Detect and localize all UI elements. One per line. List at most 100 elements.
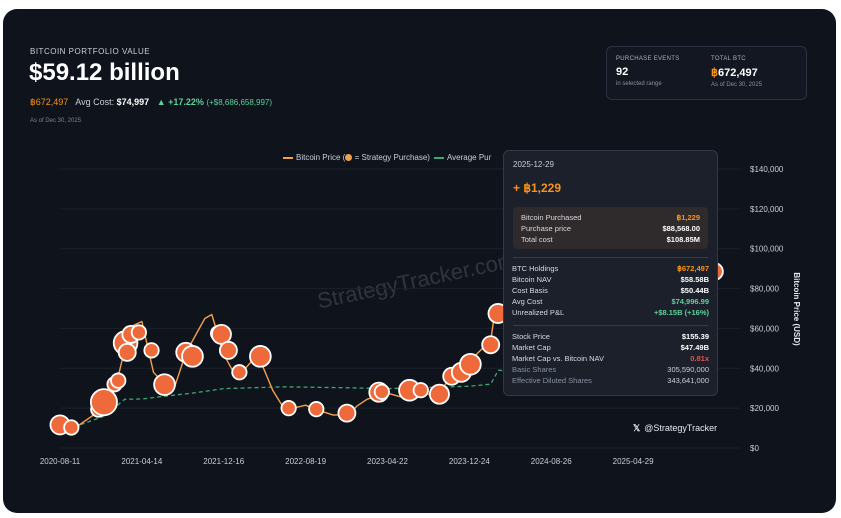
purchase-point	[428, 383, 450, 405]
tooltip-row: Basic Shares 305,590,000	[504, 365, 717, 375]
row-value: $50.44B	[680, 286, 709, 295]
purchase-point	[249, 345, 272, 368]
row-key: BTC Holdings	[512, 264, 559, 273]
row-value: $108.85M	[666, 235, 700, 244]
purchase-point	[373, 383, 390, 400]
y-tick-label: $120,000	[750, 205, 784, 214]
purchase-point	[153, 373, 176, 396]
row-value: 0.81x	[690, 354, 709, 363]
x-logo-icon: 𝕏	[633, 423, 641, 433]
change-pct: ▲ +17.22%	[156, 97, 204, 107]
row-key: Avg Cost	[512, 297, 543, 306]
purchase-point	[218, 340, 238, 360]
purchase-events-stat: PURCHASE EVENTS 92 in selected range	[616, 56, 680, 87]
x-tick-label: 2020-08-11	[40, 457, 81, 466]
tooltip-row: Cost Basis $50.44B	[504, 286, 717, 296]
row-value: $47.49B	[680, 343, 709, 352]
social-handle[interactable]: 𝕏 @StrategyTracker	[633, 423, 717, 434]
change-abs: (+$8,686,658,997)	[206, 98, 273, 107]
row-value: ฿1,229	[676, 213, 700, 222]
chart-legend: Bitcoin Price ( = Strategy Purchase) Aver…	[283, 153, 491, 162]
purchase-point	[337, 403, 357, 423]
legend-avg-swatch	[433, 156, 444, 159]
purchase-events-sub: in selected range	[616, 81, 662, 87]
btc-symbol: ฿	[711, 67, 718, 79]
tooltip-row: Market Cap vs. Bitcoin NAV 0.81x	[504, 354, 717, 364]
y-axis-label: Bitcoin Price (USD)	[792, 272, 801, 346]
row-value: $58.58B	[680, 275, 709, 284]
row-key: Market Cap vs. Bitcoin NAV	[512, 354, 604, 363]
x-tick-label: 2023-12-24	[449, 457, 490, 466]
purchase-point	[89, 388, 118, 417]
row-key: Basic Shares	[512, 365, 557, 374]
tooltip-row: Stock Price $155.39	[504, 332, 717, 342]
row-value: $88,568.00	[662, 224, 700, 233]
purchase-point	[130, 324, 147, 341]
row-key: Effective Diluted Shares	[512, 376, 592, 385]
tooltip-row: Bitcoin Purchased ฿1,229	[513, 213, 708, 223]
purchase-point	[481, 335, 501, 355]
x-tick-label: 2025-04-29	[613, 457, 654, 466]
avg-cost: $74,997	[116, 97, 150, 107]
chart-card: BITCOIN PORTFOLIO VALUE $59.12 billion ฿…	[3, 9, 836, 513]
stats-panel: PURCHASE EVENTS 92 in selected range TOT…	[606, 46, 807, 100]
row-value: +$8.15B (+16%)	[653, 308, 709, 317]
total-btc-stat: TOTAL BTC ฿672,497 As of Dec 30, 2025	[711, 56, 762, 88]
row-value: 305,590,000	[667, 365, 709, 374]
row-value: $74,996.99	[671, 297, 709, 306]
total-btc-label: TOTAL BTC	[711, 56, 746, 62]
row-key: Market Cap	[512, 343, 551, 352]
row-key: Purchase price	[521, 224, 572, 233]
tooltip-purchase-box: Bitcoin Purchased ฿1,229 Purchase price $8…	[513, 207, 708, 249]
legend-purchase-swatch	[345, 154, 353, 162]
total-btc-value: ฿672,497	[711, 66, 762, 79]
tooltip-row: Market Cap $47.49B	[504, 343, 717, 353]
purchase-point	[63, 419, 80, 436]
x-tick-label: 2023-04-22	[367, 457, 408, 466]
tooltip-row: Unrealized P&L +$8.15B (+16%)	[504, 308, 717, 318]
tooltip-date: 2025-12-29	[513, 160, 554, 169]
purchase-point	[459, 352, 482, 376]
legend-avg-label: Average Pur	[446, 153, 492, 162]
y-tick-label: $60,000	[750, 324, 779, 333]
tooltip-amount: + ฿1,229	[513, 181, 562, 195]
row-key: Stock Price	[512, 332, 550, 341]
legend-purchase-label: = Strategy Purchase)	[352, 153, 430, 162]
y-tick-label: $100,000	[750, 245, 784, 254]
row-value: $155.39	[681, 332, 709, 341]
purchase-point	[412, 382, 429, 399]
purchase-point	[210, 323, 232, 345]
legend-price-label: Bitcoin Price (	[296, 153, 346, 162]
btc-holdings: ฿672,497	[30, 97, 69, 107]
tooltip-divider	[513, 325, 708, 326]
tooltip-row: BTC Holdings ฿672,497	[504, 264, 717, 274]
x-tick-label: 2024-08-26	[531, 457, 572, 466]
row-value: 343,641,000	[667, 376, 709, 385]
portfolio-value-label: BITCOIN PORTFOLIO VALUE	[30, 47, 151, 56]
purchase-point	[280, 400, 297, 417]
y-tick-label: $0	[750, 444, 759, 453]
purchase-events-value: 92	[616, 66, 629, 78]
avg-cost-label: Avg Cost:	[75, 97, 115, 107]
row-key: Unrealized P&L	[512, 308, 565, 317]
purchase-point	[231, 364, 248, 381]
purchase-point	[117, 342, 137, 362]
row-key: Total cost	[521, 235, 553, 244]
tooltip-row: Bitcoin NAV $58.58B	[504, 275, 717, 285]
tooltip-row: Avg Cost $74,996.99	[504, 297, 717, 307]
y-tick-label: $80,000	[750, 285, 779, 294]
total-btc-sub: As of Dec 30, 2025	[711, 82, 763, 88]
row-key: Bitcoin Purchased	[521, 213, 582, 222]
purchase-point	[181, 345, 204, 368]
y-tick-label: $140,000	[750, 165, 784, 174]
tooltip-row: Total cost $108.85M	[513, 235, 708, 245]
y-tick-label: $40,000	[750, 364, 779, 373]
row-key: Bitcoin NAV	[512, 275, 552, 284]
tooltip-row: Purchase price $88,568.00	[513, 224, 708, 234]
legend-price-swatch	[283, 156, 293, 159]
as-of-date: As of Dec 30, 2025	[30, 118, 82, 124]
portfolio-value: $59.12 billion	[29, 59, 180, 86]
row-value: ฿672,497	[677, 264, 709, 273]
purchase-events-label: PURCHASE EVENTS	[616, 56, 680, 62]
purchase-point	[143, 342, 160, 359]
